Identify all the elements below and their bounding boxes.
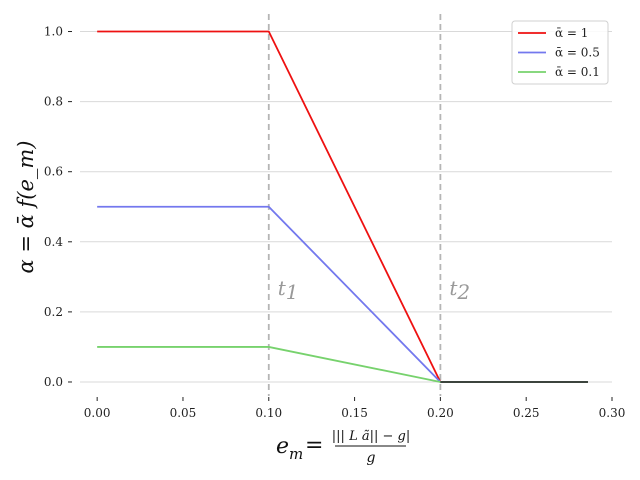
x-axis-ticks: 0.00 0.05 0.10 0.15 0.20 0.25 0.30 bbox=[84, 397, 626, 420]
threshold-label-2: t bbox=[449, 276, 458, 300]
y-tick-label: 0.0 bbox=[44, 375, 63, 389]
x-tick-label: 0.10 bbox=[255, 406, 282, 420]
legend-label-1: ᾱ = 1 bbox=[555, 26, 588, 40]
y-tick-label: 0.2 bbox=[44, 305, 63, 319]
series-line-3 bbox=[97, 346, 588, 383]
legend: ᾱ = 1 ᾱ = 0.5 ᾱ = 0.1 bbox=[511, 20, 609, 85]
x-label-numerator: ||| L ã|| − g| bbox=[332, 429, 410, 444]
y-axis-ticks: 0.0 0.2 0.4 0.6 0.8 1.0 bbox=[44, 25, 72, 389]
x-label-sub: m bbox=[289, 445, 303, 463]
legend-label-2: ᾱ = 0.5 bbox=[555, 46, 600, 60]
series-lines bbox=[97, 30, 588, 383]
x-tick-label: 0.25 bbox=[513, 406, 540, 420]
y-axis-label: α = ᾱ f(e_m) bbox=[14, 141, 38, 274]
y-tick-label: 0.8 bbox=[44, 95, 63, 109]
y-tick-label: 0.4 bbox=[44, 235, 63, 249]
x-tick-label: 0.05 bbox=[170, 406, 197, 420]
x-axis-label: e m = ||| L ã|| − g| g bbox=[276, 429, 410, 466]
x-tick-label: 0.00 bbox=[84, 406, 111, 420]
legend-label-3: ᾱ = 0.1 bbox=[555, 65, 600, 79]
threshold-label-1: t bbox=[278, 276, 287, 300]
threshold-label-sub-2: 2 bbox=[456, 280, 470, 304]
y-tick-label: 0.6 bbox=[44, 165, 63, 179]
series-line-2 bbox=[97, 205, 588, 383]
x-label-denominator: g bbox=[367, 450, 376, 466]
y-tick-label: 1.0 bbox=[44, 25, 63, 39]
x-label-equals: = bbox=[305, 433, 323, 458]
legend-box bbox=[511, 20, 609, 85]
threshold-label-sub-1: 1 bbox=[286, 280, 299, 304]
x-tick-label: 0.15 bbox=[341, 406, 368, 420]
x-tick-label: 0.20 bbox=[427, 406, 454, 420]
x-label-main: e bbox=[276, 434, 289, 459]
x-tick-label: 0.30 bbox=[599, 406, 626, 420]
